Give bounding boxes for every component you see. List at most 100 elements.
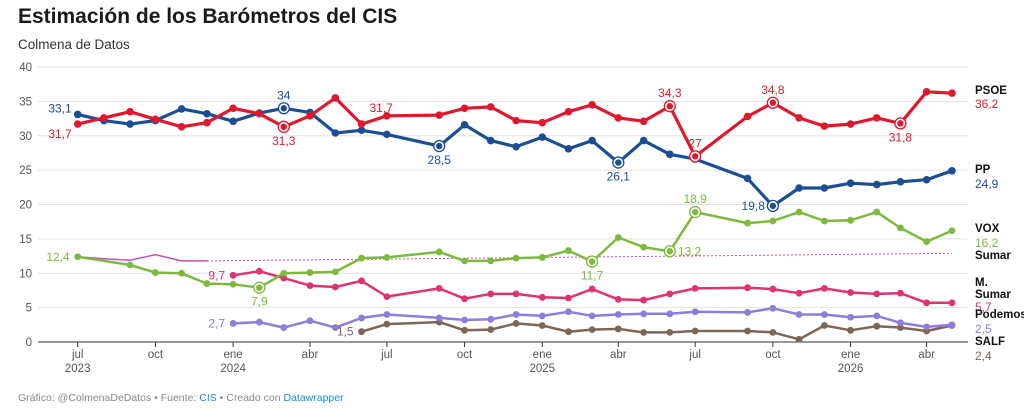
data-point-m-sumar	[821, 284, 828, 292]
data-point-podemos	[821, 311, 828, 318]
data-point-podemos	[512, 311, 520, 318]
data-label-vox: 7,9	[251, 295, 268, 309]
data-point-pp	[203, 109, 211, 118]
data-label-vox: 13,2	[678, 244, 702, 258]
highlight-dot-psoe	[769, 99, 777, 106]
data-point-salf	[461, 326, 468, 334]
x-tick-label: abr	[610, 349, 627, 361]
data-point-salf	[847, 326, 854, 334]
data-point-salf	[487, 326, 495, 334]
data-point-podemos	[565, 308, 572, 316]
series-name-label: Sumar	[975, 250, 1011, 262]
series-name-label: PP	[975, 164, 991, 176]
data-label-psoe: 31,7	[370, 101, 394, 115]
data-point-vox	[847, 216, 854, 224]
chart-subtitle: Colmena de Datos	[18, 37, 130, 52]
data-point-psoe	[435, 111, 444, 119]
data-point-podemos	[435, 314, 443, 322]
data-point-vox	[873, 208, 881, 216]
data-point-psoe	[73, 120, 82, 128]
data-point-pp	[460, 120, 469, 129]
data-point-podemos	[897, 319, 904, 327]
data-point-m-sumar	[487, 290, 495, 298]
data-point-vox	[331, 268, 339, 276]
data-point-vox	[614, 234, 622, 241]
data-point-podemos	[640, 310, 648, 318]
data-point-pp	[331, 129, 340, 137]
x-tick-year-label: 2026	[838, 363, 864, 375]
data-point-vox	[744, 219, 751, 227]
data-point-psoe	[512, 116, 520, 125]
y-tick-label: 20	[19, 200, 32, 212]
data-point-salf	[588, 326, 596, 334]
data-point-podemos	[461, 316, 468, 324]
data-point-pp	[666, 150, 674, 159]
data-point-m-sumar	[306, 282, 314, 290]
y-tick-label: 25	[19, 165, 32, 177]
data-label-pp: 26,1	[607, 170, 631, 184]
data-point-m-sumar	[358, 277, 365, 285]
x-tick-label: abr	[302, 349, 319, 361]
data-point-psoe	[795, 114, 803, 122]
data-label-vox: 12,4	[46, 250, 70, 264]
data-point-pp	[795, 184, 803, 192]
data-point-psoe	[922, 87, 931, 96]
data-point-pp	[588, 136, 596, 145]
data-point-psoe	[151, 115, 160, 124]
data-point-pp	[846, 179, 855, 187]
data-point-pp	[896, 178, 905, 186]
data-point-salf	[358, 328, 365, 336]
highlight-dot-vox	[588, 258, 596, 265]
source-link[interactable]: CIS	[199, 392, 217, 404]
data-point-pp	[820, 184, 829, 192]
data-point-vox	[229, 280, 237, 288]
x-tick-label: ene	[224, 349, 243, 361]
highlight-dot-vox	[666, 248, 674, 255]
x-tick-year-label: 2025	[529, 363, 555, 375]
data-point-m-sumar	[538, 293, 546, 301]
data-point-m-sumar	[383, 293, 391, 301]
data-label-vox: 11,7	[581, 269, 604, 283]
data-point-pp	[872, 180, 881, 189]
data-point-vox	[821, 217, 828, 225]
highlight-dot-vox	[691, 208, 699, 216]
data-label-pp: 28,5	[428, 153, 452, 167]
data-point-pp	[229, 117, 237, 126]
sumar-reference-line	[206, 252, 952, 262]
data-point-pp	[486, 136, 495, 145]
data-label-podemos: 2,7	[208, 316, 225, 330]
data-point-psoe	[383, 112, 391, 120]
chart-title: Estimación de los Barómetros del CIS	[18, 5, 398, 28]
data-point-vox	[152, 269, 159, 276]
highlight-dot-psoe	[280, 123, 288, 131]
data-point-psoe	[820, 122, 829, 130]
series-end-value-psoe: 36,2	[975, 97, 999, 111]
y-tick-label: 15	[19, 234, 32, 246]
data-point-podemos	[383, 311, 391, 318]
data-point-m-sumar	[847, 289, 854, 296]
highlight-dot-pp	[615, 159, 622, 166]
data-label-psoe: 31,7	[48, 127, 72, 141]
data-label-pp: 19,8	[742, 199, 766, 213]
x-tick-label: ene	[841, 349, 860, 361]
data-point-salf	[873, 322, 881, 330]
data-point-psoe	[948, 89, 956, 97]
footer-credits: Gráfico: @ColmenaDeDatos • Fuente: CIS •…	[18, 392, 344, 404]
data-point-podemos	[255, 318, 263, 326]
data-label-psoe: 31,8	[889, 130, 913, 144]
series-name-label: Podemos	[975, 309, 1024, 321]
data-point-m-sumar	[897, 289, 904, 297]
series-name-label: SALF	[975, 336, 1005, 348]
data-point-podemos	[614, 311, 622, 318]
data-point-pp	[177, 105, 186, 113]
data-point-salf	[512, 320, 520, 327]
series-end-value-pp: 24,9	[975, 177, 999, 191]
tool-link[interactable]: Datawrapper	[283, 392, 344, 404]
data-point-vox	[383, 254, 391, 261]
data-point-psoe	[177, 123, 186, 131]
data-point-podemos	[873, 312, 881, 320]
series-name-label: VOX	[975, 223, 1000, 235]
data-point-podemos	[487, 315, 495, 323]
data-point-m-sumar	[873, 290, 881, 298]
highlight-dot-pp	[769, 202, 777, 210]
